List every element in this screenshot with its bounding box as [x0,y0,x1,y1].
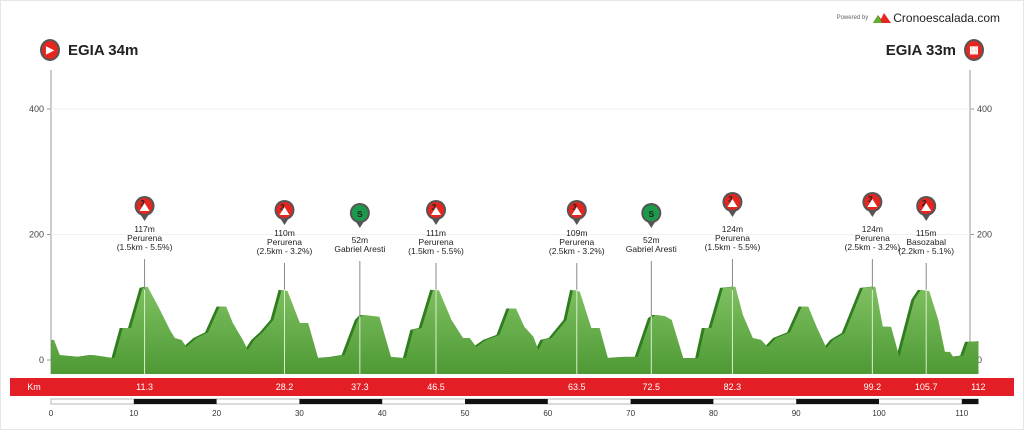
mountain-icon [727,199,738,207]
km-point-label: 28.2 [276,382,294,392]
sprint-icon [643,205,660,221]
km-point-label: 82.3 [724,382,742,392]
marker-name: Gabriel Aresti [626,244,677,254]
mountain-icon [921,203,932,211]
marker-name: Perurena [855,233,890,243]
marker-altitude: 110m [274,228,295,238]
marker-altitude: 109m [566,228,587,238]
marker-category: 3 [280,202,285,212]
brand-logo[interactable]: Cronoescalada.com [873,11,1000,25]
marker-detail: (2.5km - 3.2%) [257,246,313,256]
marker-detail: (1.5km - 5.5%) [705,242,761,252]
x-tick-label: 10 [129,409,138,418]
marker-altitude: 52m [643,235,660,245]
finish-text: EGIA 33m [885,41,956,59]
marker-detail: (1.5km - 5.5%) [408,246,464,256]
x-tick-label: 100 [872,409,886,418]
start-text: EGIA 34m [68,41,139,59]
marker-name: Perurena [127,233,162,243]
scale-bar-segment [630,399,714,404]
marker-name: Gabriel Aresti [334,244,385,254]
x-tick-label: 70 [626,409,635,418]
x-tick-label: 30 [295,409,304,418]
marker-category: S [357,209,363,219]
x-tick-label: 80 [709,409,718,418]
play-icon: ▶ [40,39,60,61]
x-tick-label: 60 [543,409,552,418]
x-tick-label: 110 [955,409,968,418]
powered-by: Powered by Cronoescalada.com [837,11,1000,25]
y-tick-label-right: 200 [977,230,992,240]
sprint-icon [351,205,368,221]
x-tick-label: 20 [212,409,221,418]
y-tick-label-left: 200 [29,230,44,240]
y-tick-label-left: 400 [29,104,44,114]
km-band [10,378,1014,396]
scale-bar-segment [961,399,979,404]
powered-by-text: Powered by [836,15,869,21]
marker-altitude: 124m [722,224,743,234]
marker-altitude: 124m [862,224,883,234]
marker-category: S [648,209,654,219]
scale-bar-segment [299,399,383,404]
mountain-icon [431,207,442,215]
finish-flag-icon: ▦ [964,39,984,61]
y-tick-label-left: 0 [39,355,44,365]
km-point-label: 37.3 [351,382,369,392]
marker-category: 3 [140,198,145,208]
mountain-icon [279,207,290,215]
marker-name: Perurena [419,237,454,247]
mountain-logo-icon [873,13,892,23]
marker-name: Perurena [559,237,594,247]
profile-area [51,286,979,374]
x-tick-label: 90 [792,409,801,418]
scale-bar-segment [465,399,548,404]
y-tick-label-right: 400 [977,104,992,114]
scale-bar-segment [133,399,217,404]
marker-name: Perurena [267,237,302,247]
marker-category: 3 [728,194,733,204]
marker-altitude: 111m [426,228,446,238]
marker-altitude: 117m [134,224,155,234]
marker-altitude: 115m [916,228,937,238]
marker-category: 2 [922,198,927,208]
marker-altitude: 52m [352,235,369,245]
km-point-label: 112 [971,382,985,392]
km-point-label: 46.5 [427,382,445,392]
y-tick-label-right: 0 [977,355,982,365]
km-point-label: 72.5 [643,382,661,392]
marker-detail: (2.5km - 3.2%) [549,246,605,256]
mountain-icon [867,199,878,207]
mountain-icon [139,203,150,211]
marker-name: Basozabal [906,237,946,247]
km-band-label: Km [27,382,41,392]
x-tick-label: 0 [49,409,54,418]
x-tick-label: 40 [378,409,387,418]
km-point-label: 99.2 [864,382,882,392]
brand-name: Cronoescalada.com [893,11,1000,25]
marker-detail: (2.2km - 5.1%) [898,246,954,256]
marker-detail: (1.5km - 5.5%) [117,242,173,252]
km-point-label: 63.5 [568,382,586,392]
finish-label: EGIA 33m ▦ [886,39,984,61]
scale-bar-segment [796,399,879,404]
marker-name: Perurena [715,233,750,243]
km-point-label: 11.3 [136,382,153,392]
marker-category: 3 [572,202,577,212]
mountain-icon [571,207,582,215]
marker-detail: (2.5km - 3.2%) [845,242,901,252]
start-label: ▶ EGIA 34m [40,39,138,61]
x-tick-label: 50 [461,409,470,418]
marker-category: 3 [868,194,873,204]
marker-category: 3 [432,202,437,212]
km-point-label: 105.7 [915,382,938,392]
